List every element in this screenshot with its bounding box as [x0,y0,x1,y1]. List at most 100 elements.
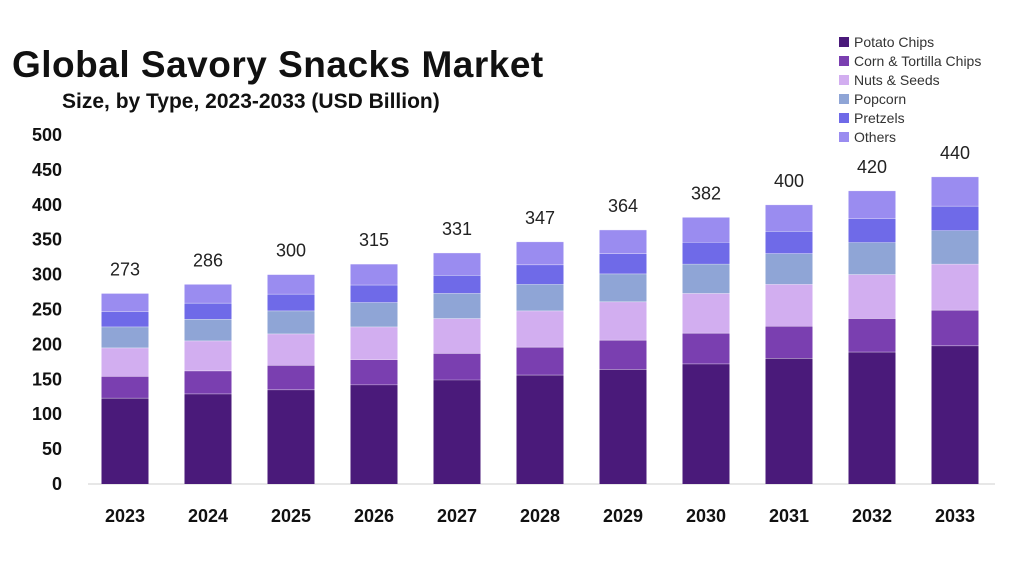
y-tick-label: 350 [32,230,62,250]
x-tick-label: 2029 [603,506,643,526]
y-tick-label: 0 [52,474,62,494]
bar-segment [350,384,398,484]
y-tick-label: 250 [32,300,62,320]
bar-segment [184,393,232,484]
bar-segment [433,379,481,484]
x-tick-label: 2030 [686,506,726,526]
bar-total-label: 273 [110,259,140,279]
bar-segment [101,347,149,377]
bar-total-label: 331 [442,219,472,239]
bar-segment [433,252,481,276]
legend-swatch [839,74,849,85]
bar-segment [516,347,564,376]
bar-segment [516,310,564,348]
bar-segment [931,345,979,484]
legend-label: Pretzels [854,109,905,126]
x-tick-label: 2028 [520,506,560,526]
bar-segment [350,359,398,385]
bar-total-label: 400 [774,171,804,191]
legend-item-potato-chips: Potato Chips [839,32,981,51]
bar-segment [599,229,647,254]
bar-segment [101,376,149,399]
x-tick-label: 2023 [105,506,145,526]
bar-total-label: 286 [193,250,223,270]
bar-segment [931,264,979,311]
bar-segment [267,274,315,295]
y-tick-label: 500 [32,125,62,145]
legend-item-pretzels: Pretzels [839,108,981,127]
legend-label: Potato Chips [854,33,935,50]
bar-segment [267,389,315,484]
bar-segment [848,218,896,243]
legend-label: Nuts & Seeds [854,71,940,88]
bar-segment [516,241,564,265]
bar-segment [101,326,149,348]
bar-total-label: 440 [940,143,970,163]
bar-segment [267,294,315,311]
legend-swatch [839,131,849,142]
bar-segment [599,253,647,274]
bar-total-label: 382 [691,183,721,203]
bar-segment [516,375,564,484]
bar-segment [599,340,647,370]
bar-segment [101,398,149,484]
bar-total-label: 364 [608,196,638,216]
bar-segment [350,326,398,360]
x-tick-label: 2032 [852,506,892,526]
bar-segment [931,230,979,265]
bar-segment [267,333,315,366]
bar-segment [350,285,398,303]
legend-item-nuts-seeds: Nuts & Seeds [839,70,981,89]
bar-segment [682,217,730,243]
bar-segment [682,363,730,484]
chart-subtitle: Size, by Type, 2023-2033 (USD Billion) [62,90,440,113]
legend-label: Corn & Tortilla Chips [854,52,982,69]
y-tick-label: 400 [32,195,62,215]
legend-swatch [839,36,849,47]
legend-item-popcorn: Popcorn [839,89,981,108]
bar-segment [433,318,481,354]
bar-segment [682,293,730,334]
bar-segment [184,319,232,341]
bar-segment [184,284,232,304]
bar-segment [931,310,979,346]
legend-item-others: Others [839,127,981,146]
y-tick-label: 100 [32,404,62,424]
x-tick-label: 2027 [437,506,477,526]
bar-segment [848,274,896,319]
x-tick-label: 2025 [271,506,311,526]
bar-segment [350,264,398,286]
y-tick-label: 300 [32,265,62,285]
bar-segment [682,264,730,294]
x-tick-label: 2024 [188,506,228,526]
bar-total-label: 347 [525,208,555,228]
chart-title: Global Savory Snacks Market [12,44,544,85]
y-tick-label: 50 [42,439,62,459]
x-tick-label: 2026 [354,506,394,526]
bar-segment [101,293,149,312]
legend: Potato Chips Corn & Tortilla Chips Nuts … [839,32,981,146]
bar-segment [350,302,398,327]
bar-segment [433,275,481,294]
y-tick-label: 150 [32,369,62,389]
bar-segment [931,206,979,231]
bar-segment [848,352,896,484]
bar-total-label: 315 [359,230,389,250]
bar-segment [848,318,896,353]
bar-segment [516,264,564,285]
y-tick-label: 450 [32,160,62,180]
bar-segment [599,369,647,484]
bar-segment [101,311,149,327]
bar-segment [848,190,896,219]
bar-segment [765,204,813,232]
bar-segment [682,242,730,265]
bar-total-label: 420 [857,157,887,177]
x-tick-label: 2033 [935,506,975,526]
bar-segment [599,301,647,341]
bar-segment [765,253,813,285]
bar-segment [184,303,232,320]
bar-total-label: 300 [276,241,306,261]
legend-swatch [839,112,849,123]
bar-segment [433,293,481,319]
